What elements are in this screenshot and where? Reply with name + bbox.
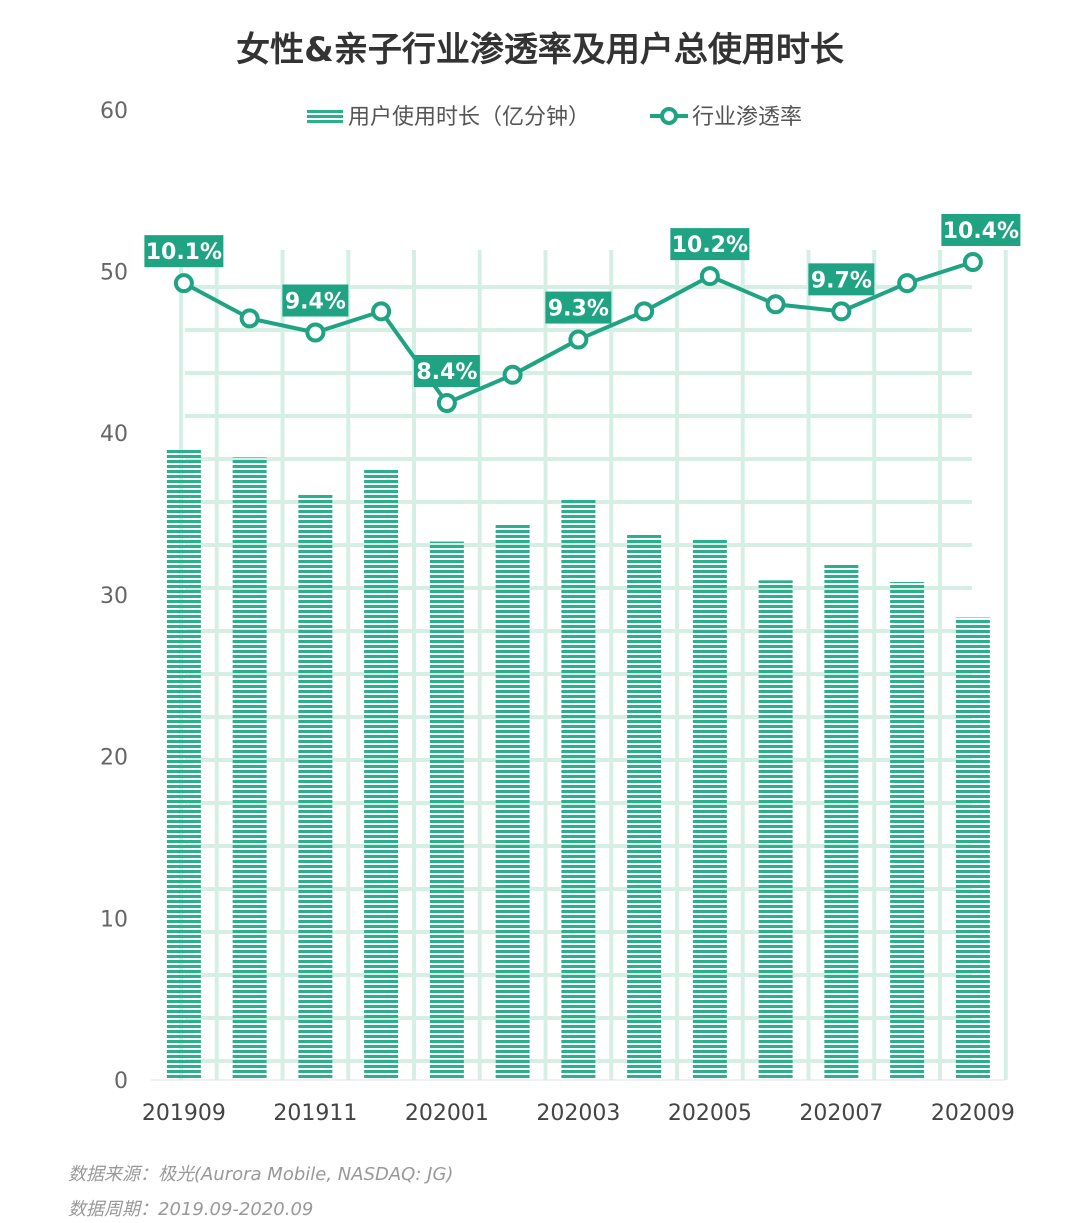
label-bg-202003 xyxy=(545,291,612,324)
bar-202005 xyxy=(692,539,727,1080)
bar-202008 xyxy=(890,581,925,1080)
data-label-201909: 10.1% xyxy=(146,240,222,265)
label-bg-202005 xyxy=(670,228,750,261)
point-201912 xyxy=(371,301,392,322)
x-tick-201909: 201909 xyxy=(142,1101,226,1126)
data-label-202003: 9.3% xyxy=(548,297,609,322)
point-201911 xyxy=(305,322,326,343)
bar-202001 xyxy=(429,541,464,1080)
data-label-202007: 9.7% xyxy=(811,268,872,293)
bar-series xyxy=(151,449,1005,1081)
y-tick-60: 60 xyxy=(100,99,128,124)
data-labels: 10.1% 9.4% 8.4% 9.3% 10.2% 9.7% 10.4% xyxy=(144,214,1021,387)
point-202009 xyxy=(962,252,983,272)
data-label-202005: 10.2% xyxy=(672,233,748,258)
data-label-201911: 9.4% xyxy=(285,290,346,315)
data-label-202009: 10.4% xyxy=(943,219,1019,244)
y-tick-30: 30 xyxy=(100,584,128,609)
x-tick-201911: 201911 xyxy=(273,1101,357,1126)
bar-202004 xyxy=(627,533,662,1080)
bar-201912 xyxy=(364,468,399,1080)
bar-202003 xyxy=(561,499,596,1080)
data-period: 数据周期：2019.09-2020.09 xyxy=(68,1199,314,1220)
y-tick-0: 0 xyxy=(114,1069,128,1094)
bar-202009 xyxy=(955,617,990,1080)
point-202005 xyxy=(699,266,720,287)
point-201909 xyxy=(173,273,194,294)
x-tick-202001: 202001 xyxy=(405,1101,489,1126)
bar-201910 xyxy=(232,457,267,1081)
point-202004 xyxy=(634,301,655,322)
label-bg-201909 xyxy=(144,235,224,268)
point-202006 xyxy=(765,294,786,315)
bar-201909 xyxy=(166,449,201,1080)
x-tick-202007: 202007 xyxy=(799,1101,883,1126)
x-tick-202003: 202003 xyxy=(536,1101,620,1126)
bar-202002 xyxy=(495,523,530,1080)
point-201910 xyxy=(239,308,260,329)
data-label-202001: 8.4% xyxy=(416,360,477,385)
point-202003 xyxy=(568,329,589,350)
point-202008 xyxy=(897,273,918,294)
label-bg-202007 xyxy=(808,263,875,296)
legend-bar-swatch xyxy=(307,108,343,124)
point-202002 xyxy=(502,364,523,385)
label-bg-201911 xyxy=(282,284,349,317)
y-tick-20: 20 xyxy=(100,746,128,771)
chart-title: 女性&亲子行业渗透率及用户总使用时长 xyxy=(236,30,844,70)
legend-line-marker xyxy=(660,107,678,125)
x-axis: 201909 201911 202001 202003 202005 202007 2020… xyxy=(142,1101,1015,1126)
legend-line-label: 行业渗透率 xyxy=(692,105,802,130)
x-tick-202009: 202009 xyxy=(931,1101,1015,1126)
legend: 用户使用时长（亿分钟） 行业渗透率 xyxy=(307,105,802,130)
y-tick-50: 50 xyxy=(100,261,128,286)
bar-201911 xyxy=(298,494,333,1080)
point-202007 xyxy=(831,301,852,322)
legend-bar-label: 用户使用时长（亿分钟） xyxy=(348,105,590,130)
point-202001 xyxy=(436,393,457,413)
label-bg-202001 xyxy=(413,355,480,387)
y-axis: 0 10 20 30 40 50 60 xyxy=(100,99,128,1094)
line-series xyxy=(173,252,983,413)
bar-202006 xyxy=(758,580,793,1080)
y-tick-40: 40 xyxy=(100,422,128,447)
y-tick-10: 10 xyxy=(100,907,128,932)
bar-202007 xyxy=(824,564,859,1080)
data-source: 数据来源：极光(Aurora Mobile, NASDAQ: JG) xyxy=(68,1164,454,1185)
x-tick-202005: 202005 xyxy=(668,1101,752,1126)
label-bg-202009 xyxy=(941,214,1021,246)
